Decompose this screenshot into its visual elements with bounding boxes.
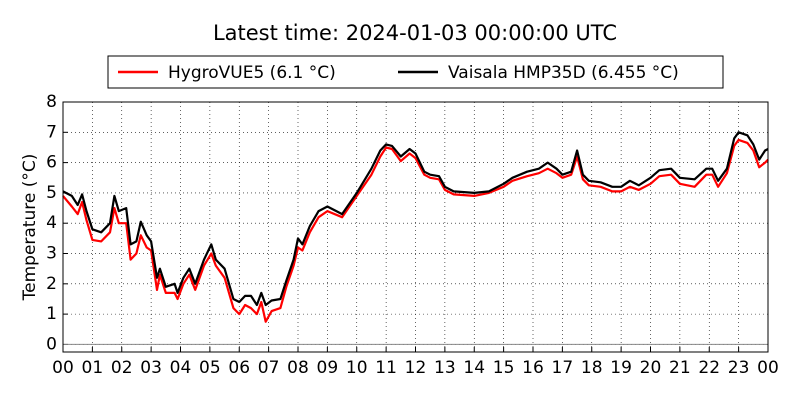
y-tick-label: 8 — [46, 92, 57, 112]
x-tick-label: 05 — [199, 358, 221, 378]
x-tick-label: 20 — [640, 358, 662, 378]
y-tick-label: 5 — [46, 183, 57, 203]
x-tick-label: 00 — [757, 358, 779, 378]
x-tick-label: 23 — [728, 358, 750, 378]
chart-title: Latest time: 2024-01-03 00:00:00 UTC — [213, 21, 617, 45]
x-tick-label: 14 — [463, 358, 485, 378]
x-tick-label: 12 — [405, 358, 427, 378]
x-tick-label: 06 — [228, 358, 250, 378]
x-tick-label: 15 — [493, 358, 515, 378]
x-tick-label: 02 — [111, 358, 133, 378]
y-tick-label: 3 — [46, 244, 57, 264]
y-tick-label: 0 — [46, 334, 57, 354]
y-tick-label: 6 — [46, 153, 57, 173]
line-series — [62, 138, 769, 323]
x-tick-label: 09 — [317, 358, 339, 378]
legend-label: HygroVUE5 (6.1 °C) — [168, 63, 336, 83]
y-tick-label: 2 — [46, 274, 57, 294]
x-tick-label: 18 — [581, 358, 603, 378]
x-tick-label: 10 — [346, 358, 368, 378]
y-tick-label: 1 — [46, 304, 57, 324]
x-tick-label: 07 — [258, 358, 280, 378]
legend-label: Vaisala HMP35D (6.455 °C) — [448, 63, 679, 83]
x-tick-label: 08 — [287, 358, 309, 378]
x-tick-label: 04 — [170, 358, 192, 378]
x-tick-label: 11 — [375, 358, 397, 378]
line-series — [62, 131, 769, 307]
x-tick-label: 00 — [52, 358, 74, 378]
x-tick-label: 13 — [434, 358, 456, 378]
x-tick-label: 19 — [610, 358, 632, 378]
x-tick-label: 22 — [698, 358, 720, 378]
x-tick-label: 03 — [140, 358, 162, 378]
x-tick-label: 01 — [82, 358, 104, 378]
y-tick-label: 4 — [46, 213, 57, 233]
y-tick-label: 7 — [46, 122, 57, 142]
x-tick-label: 21 — [669, 358, 691, 378]
y-axis-label: Temperature (°C) — [20, 154, 40, 302]
x-tick-label: 17 — [552, 358, 574, 378]
plot-frame — [62, 101, 769, 353]
x-tick-label: 16 — [522, 358, 544, 378]
